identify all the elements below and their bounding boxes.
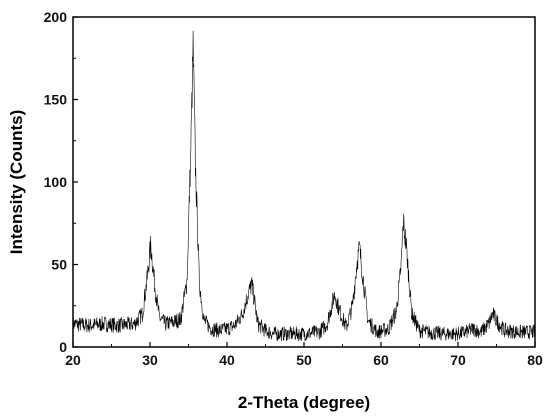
series-line [72,30,536,342]
x-tick-label: 60 [373,352,389,368]
x-tick-label: 30 [142,352,158,368]
x-tick-label: 20 [65,352,81,368]
x-tick-label: 80 [527,352,543,368]
axes: 20 30 40 50 60 70 80 0 50 100 150 200 [44,9,543,368]
plot-frame [72,16,536,348]
y-axis-title: Intensity (Counts) [7,110,26,255]
x-tick-label: 50 [296,352,312,368]
x-tick-label: 40 [219,352,235,368]
plot-area [72,30,536,342]
x-axis-title: 2-Theta (degree) [238,393,370,412]
y-tick-label: 100 [44,174,68,190]
x-tick-label: 70 [450,352,466,368]
y-tick-label: 200 [44,9,68,25]
y-tick-label: 50 [51,257,67,273]
y-tick-label: 0 [59,339,67,355]
y-tick-label: 150 [44,92,68,108]
